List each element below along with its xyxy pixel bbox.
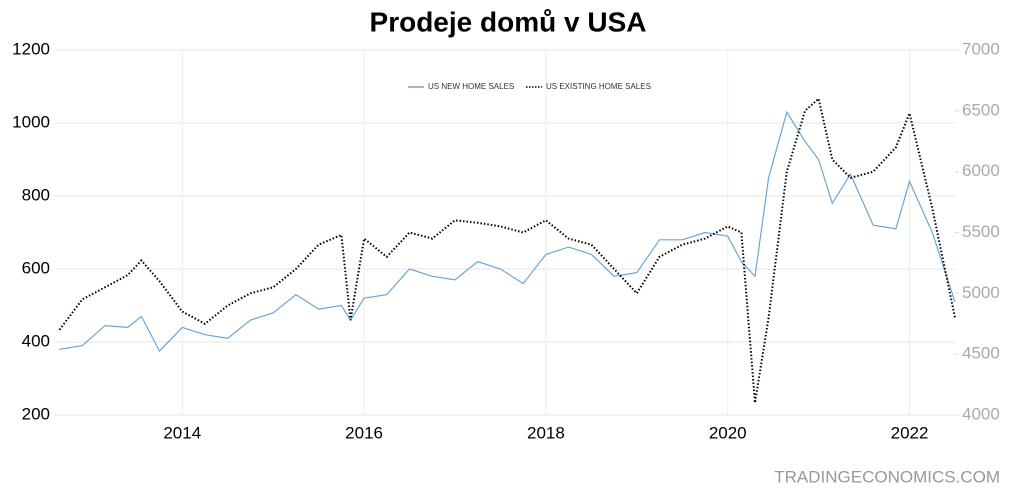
watermark: TRADINGECONOMICS.COM: [774, 467, 1000, 486]
chart-title: Prodeje domů v USA: [370, 6, 647, 37]
y2-tick-label: 4000: [962, 404, 1000, 423]
y-tick-label: 800: [22, 185, 50, 204]
y2-tick-label: 4500: [962, 344, 1000, 363]
y2-tick-label: 5000: [962, 283, 1000, 302]
series-line: [58, 96, 956, 403]
y-tick-label: 600: [22, 258, 50, 277]
x-tick-label: 2020: [709, 423, 747, 442]
y2-tick-label: 6500: [962, 100, 1000, 119]
x-tick-label: 2018: [527, 423, 565, 442]
y-tick-label: 1200: [12, 39, 50, 58]
x-tick-label: 2022: [891, 423, 929, 442]
y-tick-label: 200: [22, 404, 50, 423]
x-tick-label: 2016: [345, 423, 383, 442]
y-tick-label: 1000: [12, 112, 50, 131]
y2-tick-label: 6000: [962, 161, 1000, 180]
y2-tick-label: 5500: [962, 222, 1000, 241]
y-tick-label: 400: [22, 331, 50, 350]
legend-label: US EXISTING HOME SALES: [546, 82, 651, 91]
x-tick-label: 2014: [163, 423, 201, 442]
legend-label: US NEW HOME SALES: [428, 82, 514, 91]
series-line: [59, 110, 956, 353]
y2-tick-label: 7000: [962, 39, 1000, 58]
